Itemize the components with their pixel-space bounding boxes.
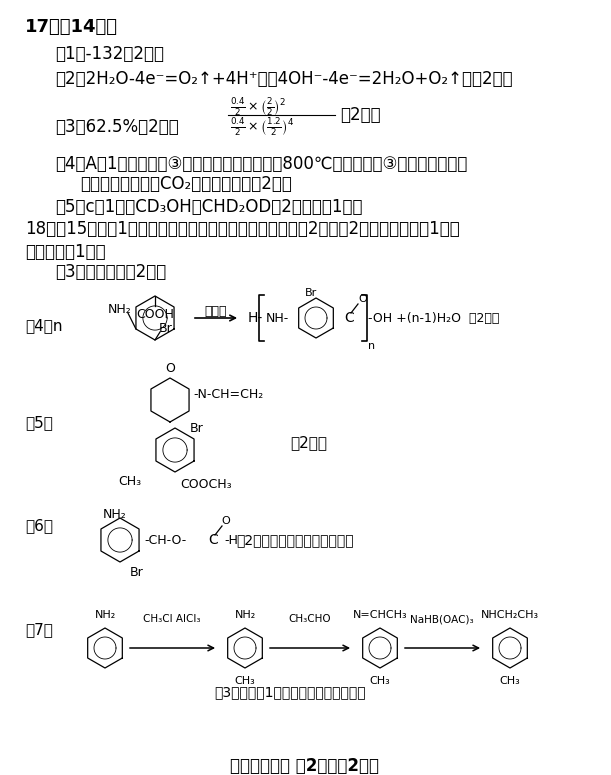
- Text: CH₃: CH₃: [500, 676, 521, 686]
- Text: -N-CH=CH₂: -N-CH=CH₂: [193, 388, 263, 401]
- Text: （2分）: （2分）: [290, 435, 327, 450]
- Text: NH₂: NH₂: [103, 508, 127, 521]
- Text: （3）保护氨基（2分）: （3）保护氨基（2分）: [55, 263, 166, 281]
- Text: NH₂: NH₂: [108, 303, 132, 316]
- Text: CH₃: CH₃: [370, 676, 390, 686]
- Text: （1）-132（2分）: （1）-132（2分）: [55, 45, 164, 63]
- Text: CH₃: CH₃: [119, 475, 142, 488]
- Text: -CH-O-: -CH-O-: [144, 533, 186, 546]
- Text: （7）: （7）: [25, 622, 53, 637]
- Text: （2分，邻、间、对三种均可）: （2分，邻、间、对三种均可）: [236, 533, 354, 547]
- Text: （2分）: （2分）: [340, 106, 381, 124]
- Text: O: O: [221, 516, 230, 526]
- Text: -H: -H: [224, 533, 238, 546]
- Text: NaHB(OAC)₃: NaHB(OAC)₃: [410, 614, 474, 624]
- Text: （6）: （6）: [25, 518, 53, 533]
- Text: 度平衡正向移动，CO₂转化率增大。（2分）: 度平衡正向移动，CO₂转化率增大。（2分）: [80, 175, 292, 193]
- Text: （3）62.5%（2分）: （3）62.5%（2分）: [55, 118, 179, 136]
- Text: NH-: NH-: [266, 312, 289, 325]
- Text: O: O: [358, 294, 367, 304]
- Text: n: n: [368, 341, 375, 351]
- Text: 18．（15分）（1）浓硫酸、甲醇（写化学式同样给分）（2分）（2）醚键和酯基（1分）: 18．（15分）（1）浓硫酸、甲醇（写化学式同样给分）（2分）（2）醚键和酯基（…: [25, 220, 459, 238]
- Text: COOH: COOH: [136, 308, 174, 321]
- Text: （4）n: （4）n: [25, 318, 62, 333]
- Text: （3分，每步1分，合理顺序均给分））: （3分，每步1分，合理顺序均给分））: [214, 685, 366, 699]
- Text: CH₃CHO: CH₃CHO: [288, 614, 331, 624]
- Text: CH₃: CH₃: [235, 676, 255, 686]
- Text: 17．（14分）: 17．（14分）: [25, 18, 118, 36]
- Text: COOCH₃: COOCH₃: [180, 478, 232, 491]
- Text: NH₂: NH₂: [94, 610, 115, 620]
- Text: （5）c（1分）CD₃OH或CHD₂OD（2分，每个1分）: （5）c（1分）CD₃OH或CHD₂OD（2分，每个1分）: [55, 198, 362, 216]
- Text: $\frac{0.4}{2}\times\left(\frac{1.2}{2}\right)^{4}$: $\frac{0.4}{2}\times\left(\frac{1.2}{2}\…: [230, 116, 295, 138]
- Text: C: C: [344, 311, 354, 325]
- Text: C: C: [208, 533, 218, 547]
- Text: $\frac{0.4}{2}\times\left(\frac{2}{2}\right)^{2}$: $\frac{0.4}{2}\times\left(\frac{2}{2}\ri…: [230, 96, 286, 118]
- Text: （5）: （5）: [25, 415, 53, 430]
- Text: -OH +(n-1)H₂O  （2分）: -OH +(n-1)H₂O （2分）: [368, 312, 499, 325]
- Text: NHCH₂CH₃: NHCH₂CH₃: [481, 610, 539, 620]
- Text: CH₃Cl AlCl₃: CH₃Cl AlCl₃: [143, 614, 201, 624]
- Text: NH₂: NH₂: [235, 610, 255, 620]
- Text: Br: Br: [159, 322, 173, 335]
- Text: N=CHCH₃: N=CHCH₃: [353, 610, 408, 620]
- Text: Br: Br: [190, 422, 203, 435]
- Text: （4）A（1分）副反应③正向为吸热反应，高于800℃时，副反应③占主导，升高温: （4）A（1分）副反应③正向为吸热反应，高于800℃时，副反应③占主导，升高温: [55, 155, 467, 173]
- Text: Br: Br: [305, 288, 317, 298]
- Text: O: O: [165, 362, 175, 375]
- Text: 取代反应（1分）: 取代反应（1分）: [25, 243, 106, 261]
- Text: 催化剂: 催化剂: [205, 305, 227, 318]
- Text: 高三化学答案 第2页（共2页）: 高三化学答案 第2页（共2页）: [230, 757, 379, 775]
- Text: H-: H-: [248, 311, 263, 325]
- Text: （2）2H₂O-4e⁻=O₂↑+4H⁺（或4OH⁻-4e⁻=2H₂O+O₂↑）（2分）: （2）2H₂O-4e⁻=O₂↑+4H⁺（或4OH⁻-4e⁻=2H₂O+O₂↑）（…: [55, 70, 513, 88]
- Text: Br: Br: [130, 566, 144, 579]
